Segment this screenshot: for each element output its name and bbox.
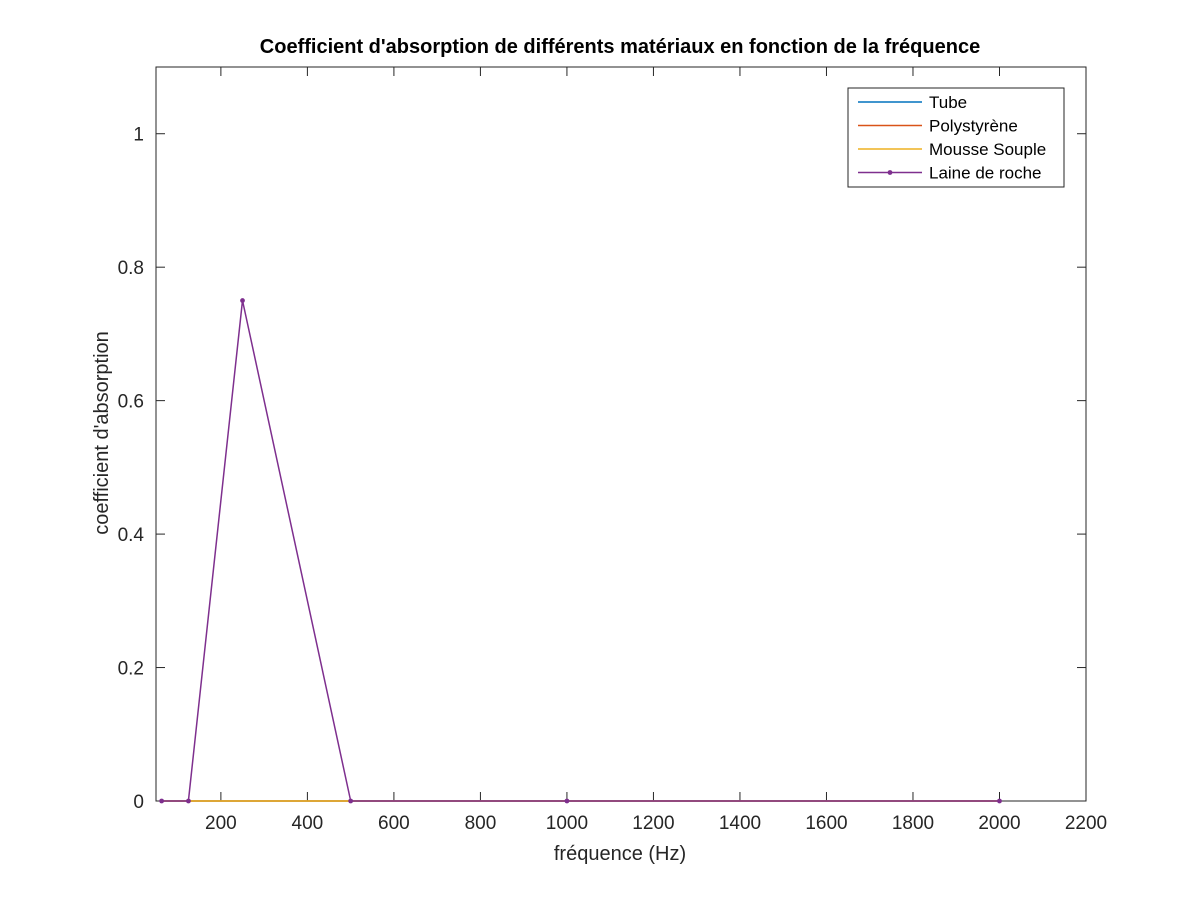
data-point	[159, 798, 165, 804]
y-axis-label: coefficient d'absorption	[91, 331, 113, 535]
chart-title: Coefficient d'absorption de différents m…	[260, 36, 980, 58]
x-tick-label: 200	[205, 813, 237, 834]
y-tick-label: 0.4	[118, 525, 145, 546]
legend: Tube Polystyrène Mousse Souple Laine de roc…	[847, 87, 1065, 188]
series-line	[161, 299, 1000, 802]
y-tick-label: 0	[133, 792, 144, 813]
x-tick-label: 1800	[892, 813, 934, 834]
x-tick-label: 600	[378, 813, 410, 834]
data-point	[240, 298, 245, 303]
x-tick-label: 2200	[1065, 813, 1107, 834]
legend-box	[847, 87, 1065, 188]
x-tick-label: 800	[465, 813, 497, 834]
x-tick-label: 1200	[632, 813, 674, 834]
legend-label: Mousse Souple	[929, 140, 1046, 159]
x-tick-label: 2000	[978, 813, 1020, 834]
x-tick-label: 1600	[805, 813, 847, 834]
plot-area	[155, 66, 1087, 802]
y-tick-label: 1	[133, 125, 144, 146]
legend-label: Tube	[929, 93, 967, 112]
y-tick-label: 0.2	[118, 659, 144, 680]
legend-label: Laine de roche	[929, 164, 1041, 183]
x-axis-label: fréquence (Hz)	[554, 843, 686, 865]
x-tick-label: 1000	[546, 813, 588, 834]
legend-marker	[887, 170, 893, 175]
y-axis-ticks: 0 0.2 0.4 0.6 0.8 1	[118, 125, 1086, 813]
x-tick-label: 1400	[719, 813, 761, 834]
y-tick-label: 0.8	[118, 258, 144, 279]
x-axis-ticks: 200 400 600 800 1000 1200 1400 1600 1800 2000 2200	[205, 67, 1107, 834]
plot-frame	[155, 66, 1087, 802]
data-point	[348, 798, 354, 804]
data-point	[564, 798, 570, 804]
x-tick-label: 400	[292, 813, 324, 834]
data-point	[997, 798, 1002, 804]
legend-label: Polystyrène	[929, 117, 1018, 136]
y-tick-label: 0.6	[118, 392, 144, 413]
data-point	[186, 798, 191, 804]
series-layer	[159, 298, 1002, 804]
